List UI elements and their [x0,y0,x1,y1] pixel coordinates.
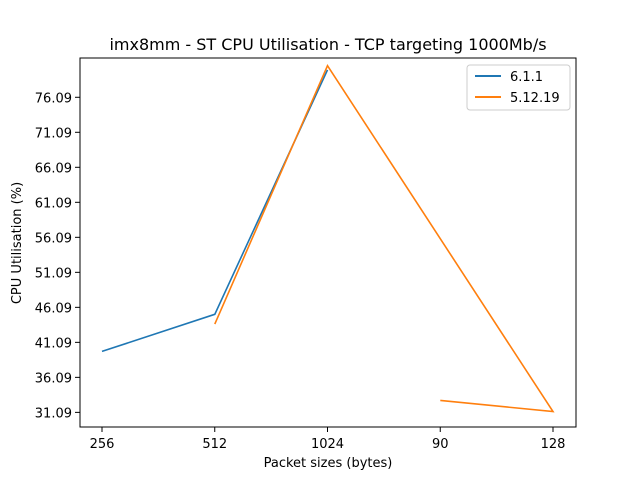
x-tick-label: 128 [541,437,566,452]
legend-label-6-1-1: 6.1.1 [510,70,543,85]
y-tick-label: 71.09 [35,126,72,141]
y-tick-label: 41.09 [35,336,72,351]
x-tick-label: 90 [432,437,449,452]
y-tick-label: 51.09 [35,266,72,281]
series-layer [101,64,555,413]
y-tick-label: 36.09 [35,371,72,386]
y-tick-label: 76.09 [35,91,72,106]
legend: 6.1.1 5.12.19 [466,64,571,111]
y-tick-label: 46.09 [35,301,72,316]
y-axis-title: CPU Utilisation (%) [10,182,25,304]
series-line-5-12-19 [214,64,555,413]
y-tick-label: 61.09 [35,196,72,211]
y-tick-label: 66.09 [35,161,72,176]
x-axis-title: Packet sizes (bytes) [264,456,393,471]
y-tick-label: 31.09 [35,406,72,421]
x-tick-label: 512 [202,437,227,452]
x-tick-label: 1024 [311,437,344,452]
y-axis: 31.09 36.09 41.09 46.09 51.09 56.09 61.09 66.09… [35,91,80,421]
x-tick-label: 256 [90,437,115,452]
x-axis: 256 512 1024 90 128 [90,427,566,452]
chart-title: imx8mm - ST CPU Utilisation - TCP target… [109,35,546,54]
y-tick-label: 56.09 [35,231,72,246]
legend-label-5-12-19: 5.12.19 [510,91,560,106]
